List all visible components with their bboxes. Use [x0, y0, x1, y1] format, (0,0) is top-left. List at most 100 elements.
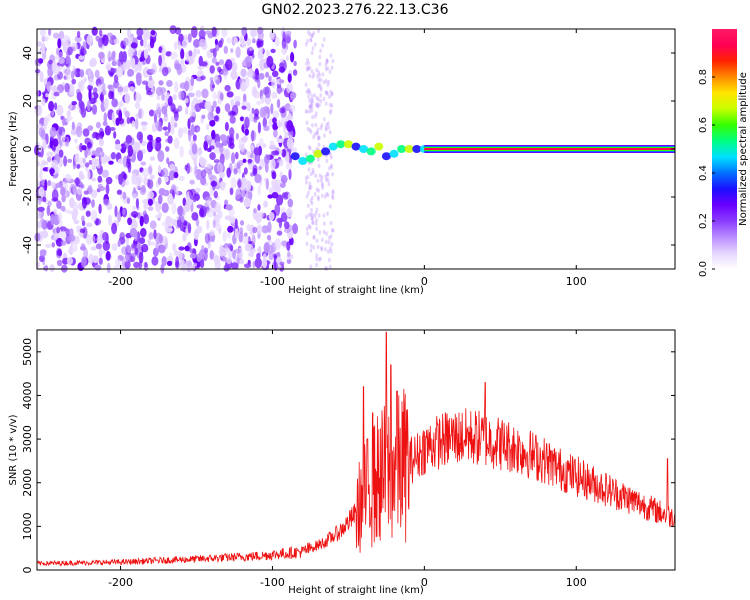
- spectrogram-cell: [315, 253, 319, 258]
- spectrogram-cell: [263, 242, 270, 254]
- chart-title: GN02.2023.276.22.13.C36: [262, 2, 449, 18]
- x-tick-label: -200: [108, 275, 133, 288]
- spectrogram-cell: [315, 226, 318, 232]
- spectrogram-cell: [280, 212, 288, 223]
- spectrogram-cell: [219, 134, 227, 142]
- spectrogram-cell: [87, 141, 93, 149]
- spectrogram-cell: [192, 48, 197, 58]
- spectrogram-cell: [133, 221, 138, 229]
- spectrogram-cell: [178, 33, 184, 42]
- spectrogram-cell: [251, 107, 255, 114]
- colorbar-tick-label: 0.8: [698, 69, 709, 85]
- spectrogram-cell: [82, 158, 86, 164]
- spectrogram-cell: [308, 98, 311, 103]
- spectrogram-cell: [140, 227, 147, 238]
- spectrogram-cell: [143, 201, 149, 210]
- spectrogram-cell: [209, 65, 215, 74]
- spectrogram-cell: [257, 26, 264, 35]
- spectrogram-cell: [157, 106, 162, 114]
- spectrogram-cell: [157, 165, 162, 174]
- spectrogram-cell: [227, 141, 231, 148]
- spectrogram-cell: [319, 85, 323, 90]
- spectrogram-cell: [315, 68, 319, 73]
- spectrogram-cell: [189, 179, 195, 185]
- spectrogram-cell: [307, 212, 311, 217]
- spectrogram-cell: [132, 193, 137, 200]
- spectrogram-cell: [148, 232, 154, 240]
- spectrogram-cell: [282, 192, 290, 200]
- spectrogram-cell: [133, 141, 141, 153]
- spectrogram-cell: [312, 72, 316, 77]
- spectrogram-cell: [267, 221, 272, 234]
- spectrogram-cell: [142, 199, 148, 204]
- spectrogram-cell: [311, 46, 315, 51]
- spectrogram-cell: [326, 172, 330, 177]
- spectrogram-cell: [39, 169, 43, 181]
- spectrogram-cell: [115, 258, 122, 267]
- spectrogram-cell: [305, 180, 308, 185]
- spectrogram-cell: [307, 30, 310, 35]
- spectrogram-cell: [204, 196, 212, 202]
- spectrogram-cell: [220, 181, 224, 186]
- spectrogram-cell: [272, 122, 279, 131]
- spectrogram-cell: [321, 183, 324, 188]
- spectrogram-cell: [330, 65, 334, 71]
- spectrogram-cell: [118, 51, 124, 63]
- spectrogram-cell: [304, 176, 308, 181]
- spectrogram-cell: [44, 35, 49, 42]
- track-point: [343, 140, 353, 149]
- spectrogram-cell: [87, 84, 93, 92]
- spectrogram-cell: [69, 84, 75, 96]
- spectrogram-cell: [308, 65, 312, 71]
- spectrogram-cell: [111, 60, 117, 66]
- spectrogram-cell: [293, 39, 297, 49]
- spectrogram-cell: [53, 208, 58, 215]
- spectrogram-cell: [246, 102, 251, 112]
- spectrogram-cell: [215, 61, 220, 66]
- spectrogram-cell: [45, 92, 49, 98]
- spectrogram-cell: [196, 127, 200, 132]
- spectrogram-cell: [308, 104, 312, 109]
- spectrogram-cell: [307, 145, 311, 150]
- track-point: [412, 145, 422, 153]
- spectrogram-cell: [139, 56, 143, 62]
- spectrogram-cell: [75, 125, 83, 138]
- y-tick-label: 1000: [21, 512, 34, 540]
- spectrogram-cell: [270, 103, 274, 115]
- spectrogram-cell: [42, 139, 47, 150]
- spectrogram-cell: [124, 92, 131, 104]
- spectrogram-cell: [254, 108, 260, 117]
- spectrogram-cell: [306, 174, 310, 180]
- spectrogram-cell: [317, 83, 320, 89]
- spectrogram-cell: [166, 80, 173, 87]
- spectrogram-cell: [131, 57, 136, 69]
- spectrogram-cell: [212, 76, 219, 81]
- spectrogram-cell: [308, 181, 312, 186]
- spectrogram-cell: [209, 229, 216, 237]
- spectrogram-cell: [288, 236, 294, 246]
- y-tick-label: 20: [21, 94, 34, 108]
- spectrogram-cell: [52, 60, 57, 69]
- spectrogram-cell: [253, 208, 257, 214]
- spectrogram-cell: [118, 173, 123, 185]
- spectrogram-cell: [162, 116, 169, 122]
- spectrogram-cell: [285, 162, 292, 171]
- spectrogram-cell: [64, 173, 72, 182]
- spectrogram-cell: [329, 53, 333, 58]
- spectrogram-cell: [206, 135, 212, 141]
- spectrogram-cell: [88, 88, 92, 101]
- spectrogram-cell: [257, 204, 261, 211]
- spectrogram-cell: [315, 187, 319, 192]
- spectrogram-cell: [79, 173, 85, 180]
- spectrogram-cell: [286, 120, 294, 132]
- spectrogram-cell: [318, 257, 321, 262]
- spectrogram-cell: [117, 240, 121, 248]
- spectrogram-cell: [88, 254, 95, 264]
- spectrogram-cell: [108, 214, 112, 226]
- spectrogram-cells: [34, 25, 335, 274]
- spectrogram-cell: [324, 62, 328, 67]
- spectrogram-cell: [229, 115, 236, 124]
- spectrogram-cell: [196, 253, 202, 262]
- spectrogram-cell: [287, 251, 291, 258]
- spectrogram-cell: [271, 78, 276, 89]
